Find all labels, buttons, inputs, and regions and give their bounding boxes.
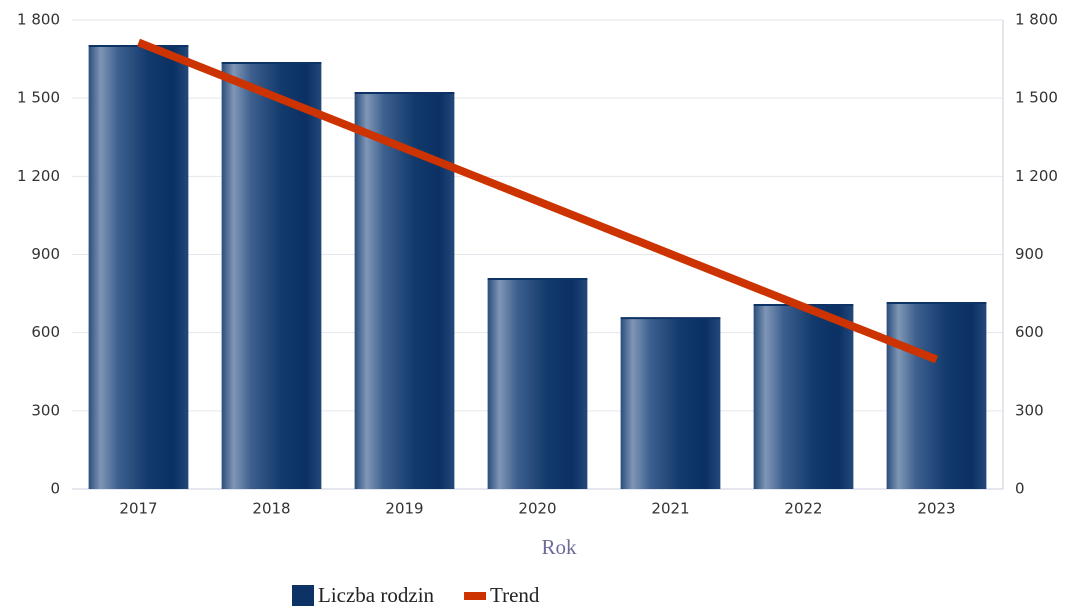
bar bbox=[620, 318, 721, 489]
y2-tick-label: 1 800 bbox=[1015, 11, 1058, 29]
y-tick-label: 1 500 bbox=[17, 89, 60, 107]
y2-tick-label: 600 bbox=[1015, 323, 1044, 341]
y-tick-label: 900 bbox=[31, 245, 60, 263]
y2-tick-label: 900 bbox=[1015, 245, 1044, 263]
y2-tick-label: 0 bbox=[1015, 480, 1025, 498]
bar bbox=[886, 302, 987, 489]
bar bbox=[88, 46, 189, 490]
y-tick-label: 1 200 bbox=[17, 167, 60, 185]
legend-label: Trend bbox=[490, 583, 540, 607]
legend-swatch bbox=[464, 592, 487, 600]
y-tick-label: 600 bbox=[31, 323, 60, 341]
y2-tick-label: 1 500 bbox=[1015, 89, 1058, 107]
legend-label: Liczba rodzin bbox=[318, 583, 435, 607]
y2-tick-label: 1 200 bbox=[1015, 167, 1058, 185]
y-tick-label: 1 800 bbox=[17, 11, 60, 29]
x-tick-label: 2018 bbox=[252, 500, 290, 518]
x-tick-label: 2023 bbox=[917, 500, 955, 518]
x-tick-label: 2021 bbox=[651, 500, 689, 518]
x-tick-label: 2017 bbox=[119, 500, 157, 518]
x-tick-label: 2022 bbox=[784, 500, 822, 518]
x-axis-label: Rok bbox=[541, 535, 577, 559]
x-tick-label: 2020 bbox=[518, 500, 556, 518]
bar bbox=[753, 305, 854, 489]
y-tick-label: 0 bbox=[50, 480, 60, 498]
bar bbox=[487, 278, 588, 489]
y-tick-label: 300 bbox=[31, 401, 60, 419]
y2-tick-label: 300 bbox=[1015, 401, 1044, 419]
bar bbox=[221, 62, 322, 489]
legend-swatch bbox=[292, 585, 314, 606]
trend-line bbox=[137, 38, 938, 364]
x-tick-label: 2019 bbox=[385, 500, 423, 518]
